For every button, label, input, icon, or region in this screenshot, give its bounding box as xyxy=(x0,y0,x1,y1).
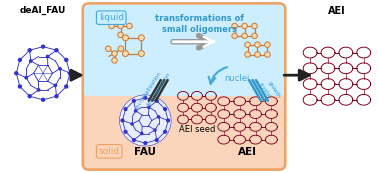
Text: AEI: AEI xyxy=(238,147,257,157)
Circle shape xyxy=(37,89,40,91)
Circle shape xyxy=(255,42,260,47)
Circle shape xyxy=(265,52,270,57)
Circle shape xyxy=(164,130,166,133)
Circle shape xyxy=(109,23,115,29)
Circle shape xyxy=(167,119,170,122)
Text: deAl_FAU: deAl_FAU xyxy=(20,6,66,15)
Circle shape xyxy=(42,45,45,48)
Circle shape xyxy=(144,96,147,99)
Circle shape xyxy=(15,72,18,75)
Circle shape xyxy=(121,119,124,122)
Circle shape xyxy=(19,58,22,61)
Circle shape xyxy=(133,139,135,141)
Circle shape xyxy=(127,23,132,29)
Circle shape xyxy=(28,95,31,98)
FancyBboxPatch shape xyxy=(83,3,285,170)
Circle shape xyxy=(105,46,111,52)
Circle shape xyxy=(28,49,31,52)
Circle shape xyxy=(118,46,124,52)
Circle shape xyxy=(19,85,22,88)
Circle shape xyxy=(242,23,247,29)
Circle shape xyxy=(245,52,250,57)
Text: growth: growth xyxy=(267,81,282,99)
Circle shape xyxy=(119,95,171,146)
Polygon shape xyxy=(89,80,279,90)
Circle shape xyxy=(65,58,68,61)
Circle shape xyxy=(138,35,144,41)
Circle shape xyxy=(154,129,156,131)
Circle shape xyxy=(29,60,32,62)
Text: recrystallization: recrystallization xyxy=(134,70,162,110)
Circle shape xyxy=(242,33,247,39)
Circle shape xyxy=(155,99,158,102)
Text: decomposition: decomposition xyxy=(145,72,171,108)
Circle shape xyxy=(118,23,123,29)
Circle shape xyxy=(133,99,135,102)
Circle shape xyxy=(68,72,71,75)
Text: crystal: crystal xyxy=(257,81,271,99)
Circle shape xyxy=(141,133,143,135)
Text: liquid: liquid xyxy=(99,13,124,22)
Circle shape xyxy=(46,55,49,58)
Text: nuclei: nuclei xyxy=(225,74,250,83)
Circle shape xyxy=(131,123,133,125)
Circle shape xyxy=(232,33,237,39)
Circle shape xyxy=(255,52,260,57)
Circle shape xyxy=(232,23,237,29)
Circle shape xyxy=(25,76,28,79)
Circle shape xyxy=(135,110,137,112)
Circle shape xyxy=(164,108,166,111)
Circle shape xyxy=(55,49,58,52)
Text: AEI seed: AEI seed xyxy=(179,125,215,134)
Circle shape xyxy=(112,58,117,63)
Text: solid: solid xyxy=(99,147,120,156)
Text: transformations of
small oligomers: transformations of small oligomers xyxy=(155,14,244,34)
Text: FAU: FAU xyxy=(134,147,156,157)
Circle shape xyxy=(118,32,123,38)
Circle shape xyxy=(54,84,57,87)
Circle shape xyxy=(42,98,45,101)
Circle shape xyxy=(122,51,129,57)
Circle shape xyxy=(144,142,147,144)
Circle shape xyxy=(148,106,150,108)
Circle shape xyxy=(124,130,127,133)
Circle shape xyxy=(155,139,158,141)
Circle shape xyxy=(265,42,270,47)
Circle shape xyxy=(112,51,117,56)
Circle shape xyxy=(124,108,127,111)
Text: AEI: AEI xyxy=(328,6,346,16)
Circle shape xyxy=(65,85,68,88)
Circle shape xyxy=(245,42,250,47)
Circle shape xyxy=(118,14,123,20)
Circle shape xyxy=(122,35,129,41)
Circle shape xyxy=(158,116,160,118)
FancyBboxPatch shape xyxy=(83,3,285,96)
Circle shape xyxy=(252,33,257,39)
Circle shape xyxy=(138,51,144,57)
Circle shape xyxy=(252,23,257,29)
Circle shape xyxy=(55,95,58,98)
Circle shape xyxy=(59,68,61,70)
